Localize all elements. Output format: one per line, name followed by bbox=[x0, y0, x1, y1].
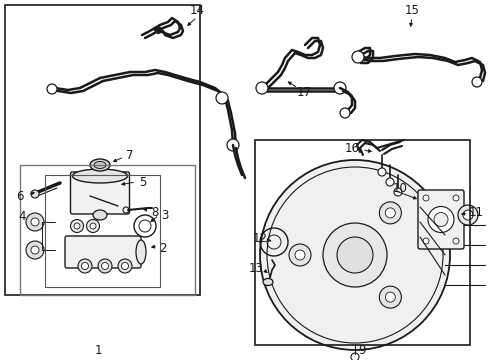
Circle shape bbox=[26, 241, 44, 259]
Circle shape bbox=[422, 238, 428, 244]
Text: 5: 5 bbox=[139, 176, 146, 189]
Text: 11: 11 bbox=[468, 206, 483, 219]
Text: 7: 7 bbox=[126, 149, 134, 162]
Circle shape bbox=[294, 250, 305, 260]
Circle shape bbox=[288, 244, 310, 266]
Circle shape bbox=[452, 238, 458, 244]
Text: 14: 14 bbox=[189, 4, 204, 17]
Circle shape bbox=[457, 205, 477, 225]
Bar bbox=[20, 165, 195, 295]
Text: 12: 12 bbox=[252, 231, 267, 244]
Text: 16: 16 bbox=[344, 141, 359, 154]
Text: 10: 10 bbox=[392, 181, 407, 194]
Circle shape bbox=[102, 262, 108, 270]
Circle shape bbox=[336, 237, 372, 273]
Text: 2: 2 bbox=[159, 242, 166, 255]
Circle shape bbox=[471, 77, 481, 87]
FancyBboxPatch shape bbox=[65, 236, 141, 268]
Circle shape bbox=[422, 195, 428, 201]
Text: 3: 3 bbox=[161, 208, 168, 221]
Ellipse shape bbox=[86, 220, 99, 233]
Circle shape bbox=[31, 218, 39, 226]
Circle shape bbox=[47, 84, 57, 94]
Circle shape bbox=[216, 92, 227, 104]
Circle shape bbox=[379, 202, 401, 224]
Ellipse shape bbox=[263, 279, 272, 285]
Circle shape bbox=[31, 246, 39, 254]
Circle shape bbox=[351, 51, 363, 63]
Circle shape bbox=[256, 82, 267, 94]
Text: 6: 6 bbox=[16, 189, 24, 202]
Circle shape bbox=[339, 108, 349, 118]
Bar bbox=[45, 175, 160, 287]
Circle shape bbox=[81, 262, 88, 270]
Circle shape bbox=[98, 259, 112, 273]
Circle shape bbox=[26, 213, 44, 231]
Circle shape bbox=[452, 195, 458, 201]
Text: 13: 13 bbox=[248, 261, 263, 274]
Circle shape bbox=[377, 168, 385, 176]
Bar bbox=[5, 5, 200, 295]
Circle shape bbox=[260, 160, 449, 350]
Circle shape bbox=[78, 259, 92, 273]
Ellipse shape bbox=[72, 169, 127, 183]
Ellipse shape bbox=[74, 223, 80, 229]
Text: 4: 4 bbox=[18, 210, 26, 222]
Circle shape bbox=[393, 188, 401, 196]
FancyBboxPatch shape bbox=[70, 172, 129, 214]
Circle shape bbox=[226, 139, 239, 151]
Text: 17: 17 bbox=[296, 86, 311, 99]
Circle shape bbox=[118, 259, 132, 273]
FancyBboxPatch shape bbox=[417, 190, 463, 249]
Text: 8: 8 bbox=[151, 206, 159, 219]
Circle shape bbox=[333, 82, 346, 94]
Ellipse shape bbox=[70, 220, 83, 233]
Ellipse shape bbox=[94, 162, 106, 168]
Circle shape bbox=[462, 210, 472, 220]
Ellipse shape bbox=[31, 190, 39, 198]
Ellipse shape bbox=[90, 159, 110, 171]
Circle shape bbox=[323, 223, 386, 287]
Circle shape bbox=[427, 207, 453, 233]
Circle shape bbox=[379, 286, 401, 308]
Circle shape bbox=[433, 212, 447, 226]
Circle shape bbox=[385, 208, 394, 218]
Circle shape bbox=[385, 292, 394, 302]
Ellipse shape bbox=[136, 240, 146, 264]
Text: 1: 1 bbox=[94, 343, 102, 356]
Text: 9: 9 bbox=[358, 343, 365, 356]
Circle shape bbox=[385, 178, 393, 186]
Circle shape bbox=[121, 262, 128, 270]
Ellipse shape bbox=[90, 223, 96, 229]
Ellipse shape bbox=[93, 210, 107, 220]
Text: 15: 15 bbox=[404, 4, 419, 17]
Bar bbox=[254, 140, 469, 345]
